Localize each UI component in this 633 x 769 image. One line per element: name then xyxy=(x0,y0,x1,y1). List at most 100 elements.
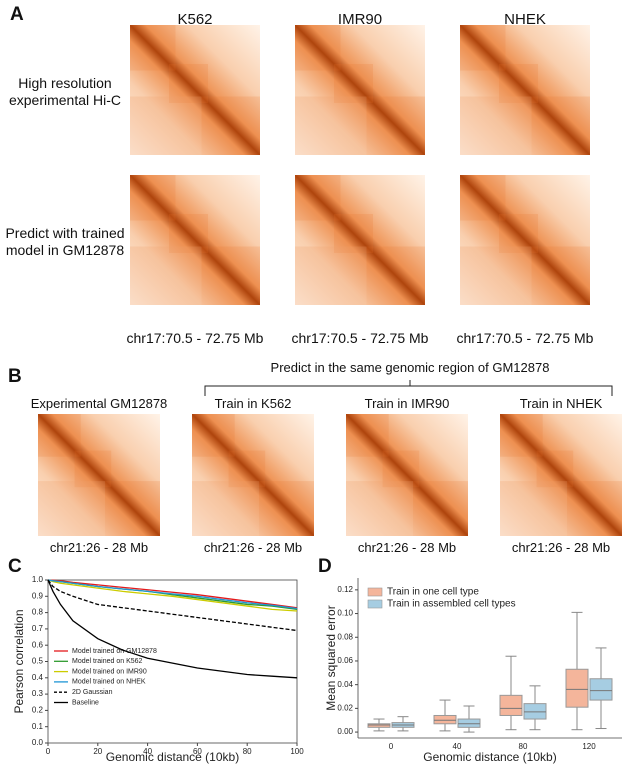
y-tick-label: 0.02 xyxy=(337,703,353,712)
heatmap-block xyxy=(192,481,260,536)
heatmap-block xyxy=(334,64,373,103)
heatmap-block xyxy=(201,246,260,305)
row-label: High resolution experimental Hi-C xyxy=(8,75,122,108)
panel-label: B xyxy=(8,366,22,387)
column-title: K562 xyxy=(177,11,213,28)
column-title: NHEK xyxy=(504,11,546,28)
y-tick-label: 1.0 xyxy=(32,575,44,584)
heatmap-block xyxy=(130,25,176,71)
heatmap xyxy=(192,414,314,536)
heatmap-block xyxy=(38,481,106,536)
bracket-title: Predict in the same genomic region of GM… xyxy=(270,360,550,375)
y-tick-label: 0.1 xyxy=(32,722,44,731)
y-tick-label: 0.9 xyxy=(32,591,44,600)
heatmap-block xyxy=(130,175,176,221)
series-line xyxy=(47,579,298,612)
legend-label: Train in assembled cell types xyxy=(387,599,516,610)
x-axis-label: Genomic distance (10kb) xyxy=(423,750,556,764)
heatmap-block xyxy=(382,450,420,488)
heatmap xyxy=(130,175,260,305)
y-tick-label: 0.12 xyxy=(337,585,353,594)
heatmap-block xyxy=(295,25,341,71)
region-caption: chr21:26 - 28 Mb xyxy=(357,540,457,555)
y-tick-label: 0.10 xyxy=(337,609,353,618)
heatmap-block xyxy=(295,175,341,221)
legend-label: Model trained on GM12878 xyxy=(72,648,157,655)
y-tick-label: 0.3 xyxy=(32,689,44,698)
heatmap-block xyxy=(499,214,538,253)
panel-label: A xyxy=(10,4,24,25)
box xyxy=(565,668,589,708)
heatmap-block xyxy=(567,481,622,536)
box xyxy=(499,694,523,716)
x-tick-label: 0 xyxy=(389,742,394,751)
x-tick-label: 100 xyxy=(290,747,304,756)
heatmap-block xyxy=(413,481,468,536)
heatmap-block xyxy=(499,64,538,103)
y-tick-label: 0.7 xyxy=(32,624,44,633)
legend-label: Model trained on NHEK xyxy=(72,679,146,686)
heatmap-block xyxy=(169,64,208,103)
heatmap-block xyxy=(74,450,112,488)
panel-label: D xyxy=(318,556,332,577)
heatmap-block xyxy=(346,414,389,457)
heatmap-block xyxy=(531,96,590,155)
x-tick-label: 80 xyxy=(243,747,252,756)
heatmap-block xyxy=(295,246,367,305)
panel-label: C xyxy=(8,556,22,577)
y-tick-label: 0.0 xyxy=(32,738,44,747)
x-tick-label: 40 xyxy=(453,742,462,751)
heatmap-block xyxy=(460,175,506,221)
region-caption: chr17:70.5 - 72.75 Mb xyxy=(456,330,594,346)
heatmap-block xyxy=(228,450,266,488)
y-tick-label: 0.5 xyxy=(32,657,44,666)
x-tick-label: 20 xyxy=(93,747,102,756)
x-tick-label: 120 xyxy=(582,742,596,751)
heatmap-block xyxy=(130,96,202,155)
y-tick-label: 0.4 xyxy=(32,673,44,682)
region-caption: chr17:70.5 - 72.75 Mb xyxy=(291,330,429,346)
heatmap-block xyxy=(460,96,532,155)
box xyxy=(523,703,547,720)
heatmap-block xyxy=(366,246,425,305)
row-label: Predict with trained model in GM12878 xyxy=(5,225,125,258)
series-line xyxy=(47,579,298,632)
x-axis-label: Genomic distance (10kb) xyxy=(106,750,239,764)
x-tick-label: 0 xyxy=(46,747,51,756)
panel-title: Train in NHEK xyxy=(519,396,603,411)
heatmap-block xyxy=(531,246,590,305)
legend-swatch xyxy=(367,587,383,597)
panel-title: Train in K562 xyxy=(214,396,292,411)
heatmap-block xyxy=(169,214,208,253)
x-tick-label: 80 xyxy=(519,742,528,751)
y-tick-label: 0.06 xyxy=(337,656,353,665)
heatmap-block xyxy=(295,96,367,155)
heatmap-block xyxy=(259,481,314,536)
series-line xyxy=(47,579,298,679)
region-caption: chr21:26 - 28 Mb xyxy=(511,540,611,555)
heatmap xyxy=(295,25,425,155)
heatmap-block xyxy=(130,246,202,305)
legend-label: Train in one cell type xyxy=(387,587,479,598)
heatmap-block xyxy=(334,214,373,253)
heatmap xyxy=(130,25,260,155)
y-tick-label: 0.08 xyxy=(337,632,353,641)
y-axis-label: Mean squared error xyxy=(324,605,338,710)
heatmap-block xyxy=(38,414,81,457)
panel-title: Experimental GM12878 xyxy=(30,396,168,411)
box xyxy=(433,714,457,725)
heatmap xyxy=(460,25,590,155)
heatmap-block xyxy=(500,481,568,536)
series-line xyxy=(47,579,298,609)
heatmap xyxy=(295,175,425,305)
bracket xyxy=(204,380,613,396)
legend-label: Model trained on K562 xyxy=(72,658,143,665)
heatmap xyxy=(346,414,468,536)
heatmap-block xyxy=(460,246,532,305)
series-line xyxy=(47,579,298,610)
heatmap-block xyxy=(201,96,260,155)
box xyxy=(457,718,481,728)
y-tick-label: 0.2 xyxy=(32,706,44,715)
